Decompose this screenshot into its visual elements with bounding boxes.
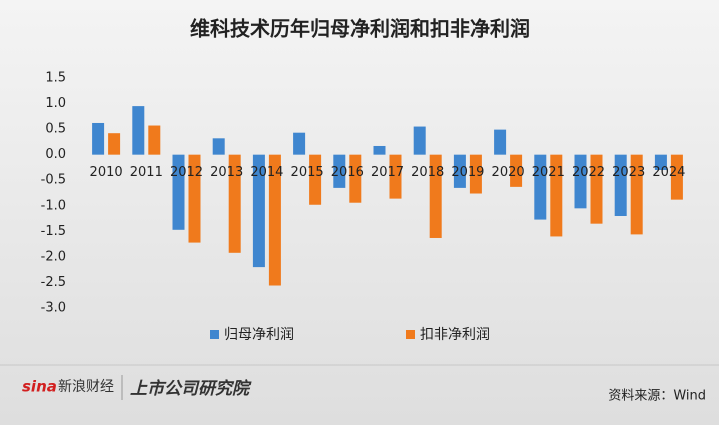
bar bbox=[148, 125, 161, 155]
bar bbox=[510, 154, 523, 187]
bar bbox=[252, 154, 265, 268]
legend-label: 扣非净利润 bbox=[420, 327, 490, 343]
x-tick-label: 2017 bbox=[371, 165, 404, 180]
y-tick-label: -1.0 bbox=[41, 198, 66, 213]
x-tick-label: 2010 bbox=[90, 165, 123, 180]
bar bbox=[494, 129, 507, 155]
bar bbox=[268, 154, 281, 286]
brand-logo: sina bbox=[22, 378, 57, 396]
bar bbox=[590, 154, 603, 224]
bar bbox=[293, 132, 306, 155]
x-tick-label: 2019 bbox=[451, 165, 484, 180]
y-tick-label: 1.0 bbox=[45, 96, 66, 111]
chart-title: 维科技术历年归母净利润和扣非净利润 bbox=[190, 17, 530, 41]
x-tick-label: 2021 bbox=[532, 165, 565, 180]
legend-swatch bbox=[406, 330, 415, 339]
x-tick-label: 2023 bbox=[612, 165, 645, 180]
bar bbox=[212, 138, 225, 155]
x-tick-label: 2022 bbox=[572, 165, 605, 180]
bar bbox=[670, 154, 683, 200]
x-tick-label: 2020 bbox=[492, 165, 525, 180]
bar bbox=[373, 145, 386, 155]
brand-institute: 上市公司研究院 bbox=[130, 379, 252, 399]
y-tick-label: 0.5 bbox=[45, 122, 66, 137]
legend-swatch bbox=[210, 330, 219, 339]
y-tick-label: -2.5 bbox=[41, 275, 66, 290]
bar bbox=[172, 154, 185, 230]
bar bbox=[228, 154, 241, 253]
y-tick-label: -1.5 bbox=[41, 224, 66, 239]
legend-label: 归母净利润 bbox=[224, 326, 294, 343]
bar bbox=[574, 154, 587, 209]
bar bbox=[630, 154, 643, 235]
x-tick-label: 2018 bbox=[411, 165, 444, 180]
x-tick-label: 2013 bbox=[210, 165, 243, 180]
bar bbox=[188, 154, 201, 243]
y-tick-label: -2.0 bbox=[41, 249, 66, 264]
bar bbox=[309, 154, 322, 205]
x-tick-label: 2014 bbox=[250, 165, 283, 180]
bar bbox=[534, 154, 547, 220]
bar bbox=[453, 154, 466, 188]
bar bbox=[389, 154, 402, 199]
bar bbox=[413, 126, 426, 155]
source-note: 资料来源：Wind bbox=[608, 389, 706, 404]
y-tick-label: -3.0 bbox=[41, 301, 66, 316]
bar bbox=[349, 154, 362, 203]
x-tick-label: 2011 bbox=[130, 165, 163, 180]
y-tick-label: 1.5 bbox=[45, 71, 66, 86]
bar bbox=[429, 154, 442, 238]
x-tick-label: 2015 bbox=[291, 165, 324, 180]
y-tick-label: 0.0 bbox=[45, 147, 66, 162]
x-tick-label: 2024 bbox=[652, 165, 685, 180]
bar bbox=[614, 154, 627, 216]
bar bbox=[469, 154, 482, 194]
bar bbox=[550, 154, 563, 237]
brand-name: 新浪财经 bbox=[58, 379, 114, 395]
x-tick-label: 2016 bbox=[331, 165, 364, 180]
bar bbox=[108, 133, 121, 155]
x-tick-label: 2012 bbox=[170, 165, 203, 180]
bar bbox=[92, 122, 105, 155]
bar bbox=[132, 106, 145, 155]
bar bbox=[654, 154, 667, 170]
bar bbox=[333, 154, 346, 188]
y-tick-label: -0.5 bbox=[41, 173, 66, 188]
